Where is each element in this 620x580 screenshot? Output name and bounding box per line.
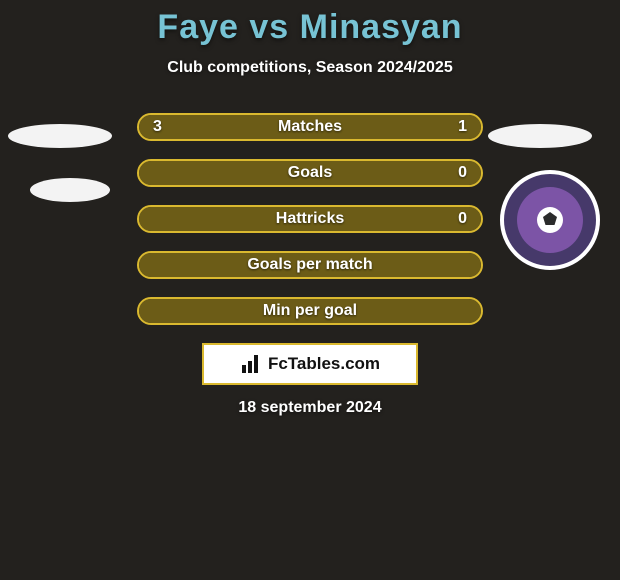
club-badge (500, 170, 600, 270)
right-avatar-top-blob (488, 124, 592, 148)
stat-bar-fill-left (139, 115, 396, 139)
brand-text: FcTables.com (268, 354, 380, 374)
stat-bar-fill-right (396, 115, 482, 139)
football-icon (535, 205, 565, 235)
page-title: Faye vs Minasyan (0, 0, 620, 47)
brand-box: FcTables.com (202, 343, 418, 385)
stat-bar-value-right: 0 (458, 164, 467, 182)
bars-icon (240, 353, 262, 375)
stat-bar-value-left: 3 (153, 118, 162, 136)
stat-bar: Goals per match (137, 251, 483, 279)
stat-bar: Min per goal (137, 297, 483, 325)
stat-bar-label: Hattricks (276, 210, 344, 228)
stat-bar: 0 Goals (137, 159, 483, 187)
left-avatar-top-blob (8, 124, 112, 148)
club-badge-inner (517, 187, 583, 253)
stat-bar-label: Matches (278, 118, 342, 136)
date-text: 18 september 2024 (0, 399, 620, 417)
stat-bar-label: Min per goal (263, 302, 357, 320)
stat-bar: 0 Hattricks (137, 205, 483, 233)
stat-bar: 3 1 Matches (137, 113, 483, 141)
stat-bar-label: Goals per match (247, 256, 372, 274)
stat-bar-value-right: 0 (458, 210, 467, 228)
subtitle: Club competitions, Season 2024/2025 (0, 59, 620, 77)
stat-bar-value-right: 1 (458, 118, 467, 136)
left-avatar-bottom-blob (30, 178, 110, 202)
stat-bar-label: Goals (288, 164, 332, 182)
